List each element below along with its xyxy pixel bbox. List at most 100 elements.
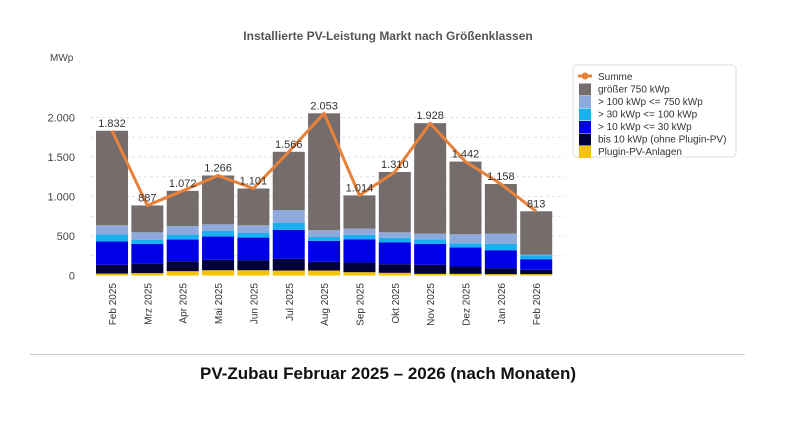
bar-segment <box>96 273 128 276</box>
y-tick-label: 1.500 <box>47 152 75 164</box>
data-label: 1.566 <box>275 139 303 151</box>
bar-segment <box>378 264 411 273</box>
legend-swatch <box>579 96 591 108</box>
bar-segment <box>414 233 447 240</box>
x-tick-label: Jan 2026 <box>497 283 508 325</box>
divider <box>30 354 745 355</box>
bar-segment <box>520 254 553 256</box>
bar-segment <box>308 230 341 237</box>
bar-segment <box>414 123 447 234</box>
bar-segment <box>131 205 164 233</box>
y-axis-label: MWp <box>50 53 74 64</box>
legend-swatch <box>579 108 591 121</box>
bar-segment <box>96 264 128 274</box>
x-tick-label: Jun 2025 <box>249 283 260 325</box>
bar-segment <box>343 195 376 229</box>
bar-segment <box>414 264 447 274</box>
data-label: 1.101 <box>240 176 268 188</box>
bar-segment <box>131 263 164 274</box>
bar-segment <box>131 273 164 276</box>
bar-segment <box>131 232 164 240</box>
legend: Summe größer 750 kWp> 100 kWp <= 750 kWp >… <box>572 64 737 158</box>
data-label: 1.266 <box>204 162 232 174</box>
bar-segment <box>96 225 128 235</box>
bar-segment <box>202 230 235 237</box>
bar-segment <box>449 247 482 267</box>
legend-label: Summe <box>598 72 633 83</box>
bar-segment <box>308 270 341 276</box>
legend-label: > 30 kWp <= 100 kWp <box>598 110 698 121</box>
legend-swatch <box>579 121 591 133</box>
bar-segment <box>237 260 270 271</box>
bar-segment <box>96 241 128 265</box>
bar-segment <box>166 225 199 235</box>
x-tick-label: Apr 2025 <box>179 283 190 324</box>
bar-segment <box>378 232 411 238</box>
x-tick-label: Nov 2025 <box>426 283 437 326</box>
bar-segment <box>343 234 376 240</box>
x-tick-label: Mai 2025 <box>214 283 225 325</box>
bar-segment <box>202 236 235 260</box>
bar-segment <box>414 273 447 276</box>
bar-segment <box>484 250 517 269</box>
data-label: 1.442 <box>452 149 480 161</box>
bar-segment <box>343 262 376 273</box>
bar-segment <box>378 172 411 233</box>
data-label: 1.072 <box>169 178 197 190</box>
bar-segment <box>308 261 341 271</box>
bar-segment <box>449 243 482 248</box>
y-tick-label: 2.000 <box>47 113 75 125</box>
x-tick-label: Mrz 2025 <box>143 283 154 325</box>
x-tick-label: Feb 2025 <box>108 283 119 326</box>
bar-segment <box>272 229 305 259</box>
bar-segment <box>131 243 164 264</box>
bar-segment <box>378 272 411 276</box>
caption: PV-Zubau Februar 2025 – 2026 (nach Monat… <box>199 364 576 383</box>
bar-segment <box>343 228 376 235</box>
bar-segment <box>237 270 270 276</box>
legend-label: > 100 kWp <= 750 kWp <box>598 97 703 108</box>
y-tick-label: 500 <box>57 231 75 243</box>
data-label: 2.053 <box>310 100 338 112</box>
bar-segment <box>272 151 305 211</box>
bar-segment <box>166 271 199 276</box>
y-tick-label: 1.000 <box>47 192 75 204</box>
bar-segment <box>378 242 411 265</box>
bar-segment <box>96 130 128 226</box>
bar-segment <box>343 272 376 276</box>
data-label: 1.832 <box>98 118 126 130</box>
bar-segment <box>484 268 517 275</box>
bar-segment <box>308 240 341 262</box>
chart-title: Installierte PV-Leistung Markt nach Größ… <box>243 29 532 43</box>
bar-segment <box>202 259 235 271</box>
legend-label: Plugin-PV-Anlagen <box>598 147 682 158</box>
data-label: 813 <box>527 198 545 210</box>
bar-segment <box>520 259 553 270</box>
legend-label: größer 750 kWp <box>598 85 670 96</box>
data-label: 1.158 <box>487 171 515 183</box>
bar-segment <box>272 222 305 230</box>
sum-line <box>110 111 538 213</box>
bar-segment <box>484 274 517 276</box>
bar-segment <box>520 269 553 275</box>
bar-segment <box>449 161 482 235</box>
y-tick-label: 0 <box>69 271 75 283</box>
x-tick-label: Okt 2025 <box>391 283 402 324</box>
bar-segment <box>343 239 376 263</box>
bar-segment <box>237 237 270 261</box>
x-tick-label: Jul 2025 <box>285 283 296 321</box>
legend-swatch <box>579 146 591 158</box>
x-tick-label: Dez 2025 <box>462 283 473 326</box>
bar-segment <box>378 237 411 243</box>
bar-segment <box>202 270 235 276</box>
data-label: 1.310 <box>381 159 409 171</box>
bar-segment <box>237 188 270 226</box>
legend-label: > 10 kWp <= 30 kWp <box>598 122 692 133</box>
x-tick-label: Feb 2026 <box>532 283 543 326</box>
bar-segment <box>449 234 482 244</box>
legend-swatch <box>579 133 591 146</box>
bar-segment <box>131 239 164 244</box>
bar-segment <box>237 225 270 233</box>
bar-segment <box>414 243 447 265</box>
